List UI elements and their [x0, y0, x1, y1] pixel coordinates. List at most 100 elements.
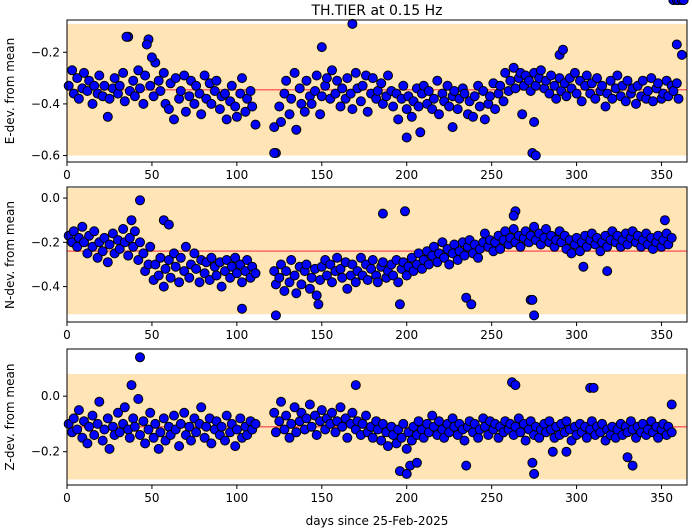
panel-n-point [659, 215, 670, 226]
panel-z-point [529, 468, 540, 479]
panel-z-point [286, 418, 297, 429]
panel-z-point [114, 427, 125, 438]
panel-n-point [466, 299, 477, 310]
panel-n-point [145, 241, 156, 252]
panel-e-ytick-label: −0.6 [31, 149, 60, 163]
panel-e-point [620, 96, 631, 107]
panel-n-point [174, 277, 185, 288]
panel-z-point [269, 407, 280, 418]
panel-n-point [199, 268, 210, 279]
panel-n-point [439, 252, 450, 263]
panel-n-point [138, 248, 149, 259]
panel-n-point [270, 310, 281, 321]
panel-n-point [89, 226, 100, 237]
panel-z-point [221, 410, 232, 421]
panel-e-point [211, 75, 222, 86]
panel-n-ylabel: N-dev. from mean [3, 201, 17, 309]
panel-z-ytick-label: 0.0 [41, 389, 60, 403]
panel-e-point [452, 104, 463, 115]
panel-z-point [113, 407, 123, 418]
panel-n-point [269, 266, 280, 277]
panel-n-point [495, 244, 506, 254]
panel-e-point [671, 78, 682, 89]
panel-z-point [461, 460, 472, 471]
panel-e-point [231, 111, 242, 122]
panel-z-point [68, 413, 79, 424]
panel-e-point [286, 93, 297, 104]
panel-z-point [73, 405, 84, 416]
panel-e-point [485, 91, 495, 102]
panel-z-point [622, 452, 633, 463]
panel-z-point [158, 413, 169, 424]
panel-e-point [119, 96, 130, 107]
panel-z-point [515, 427, 526, 438]
panel-n-point [347, 259, 358, 270]
panel-z-point [274, 416, 285, 427]
panel-e-point [281, 75, 292, 86]
panel-e-point [82, 86, 93, 96]
panel-z-point [376, 435, 387, 446]
panel-z-point [179, 407, 190, 418]
panel-z-point [169, 410, 179, 421]
panel-e-xtick-label: 0 [63, 168, 71, 182]
panel-e-point [315, 109, 326, 120]
panel-z-point [174, 441, 185, 452]
panel-e-point [347, 104, 358, 115]
panel-e-point [569, 67, 580, 78]
panel-z-point [337, 421, 348, 432]
panel-e-point [276, 117, 286, 127]
panel-n-point [97, 246, 108, 257]
panel-z-point [396, 432, 407, 443]
panel-n-point [286, 255, 297, 265]
panel-n-point [459, 250, 470, 261]
panel-n-point [128, 241, 139, 252]
panel-e-point [311, 70, 322, 81]
panel-z-point [281, 410, 292, 421]
panel-e-point [495, 80, 506, 91]
panel-e-point [524, 75, 534, 86]
panel-e-point [158, 67, 169, 78]
panel-e-frame [66, 19, 688, 163]
panel-z-point [175, 418, 186, 429]
panel-n-point [332, 252, 343, 263]
panel-e-point [517, 109, 528, 120]
panel-e-point [155, 86, 166, 96]
panel-n-xtick-label: 250 [480, 328, 503, 342]
panel-z-ytick-label: −0.2 [31, 445, 60, 459]
panel-e-point [561, 91, 572, 102]
panel-e-point [500, 67, 511, 78]
panel-z-point [413, 416, 424, 427]
panel-z-point [520, 435, 531, 446]
panel-e-point [306, 98, 317, 109]
panel-e-point [600, 101, 611, 112]
panel-z-point [510, 380, 521, 391]
panel-z-xtick-label: 0 [63, 491, 71, 505]
panel-n-xtick-label: 0 [63, 328, 71, 342]
panel-n-point [235, 259, 246, 270]
panel-n-point [129, 226, 140, 237]
panel-n-point [529, 221, 540, 232]
panel-n-point [102, 257, 113, 268]
panel-z-point [87, 410, 98, 421]
panel-n-point [428, 241, 439, 252]
panel-z-point [94, 396, 105, 407]
panel-z-point [97, 435, 108, 446]
panel-z-point [231, 424, 242, 435]
panel-e-point [121, 31, 132, 42]
panel-z-point [270, 427, 281, 438]
panel-n-point [153, 270, 164, 281]
panel-z-point [284, 432, 295, 443]
panel-n-point [237, 277, 247, 288]
panel-z-point [330, 427, 341, 438]
panel-n-point [296, 279, 307, 290]
panel-e-point [310, 86, 320, 96]
panel-z-xtick-label: 300 [565, 491, 588, 505]
panel-z-point [72, 424, 83, 435]
panel-z-point [145, 407, 156, 418]
panel-n-point [279, 286, 290, 296]
panel-e-point [148, 91, 159, 102]
panel-n-point [237, 303, 247, 314]
panel-n-point [165, 272, 176, 283]
panel-z-point [398, 418, 409, 429]
panel-n-point [189, 248, 200, 259]
